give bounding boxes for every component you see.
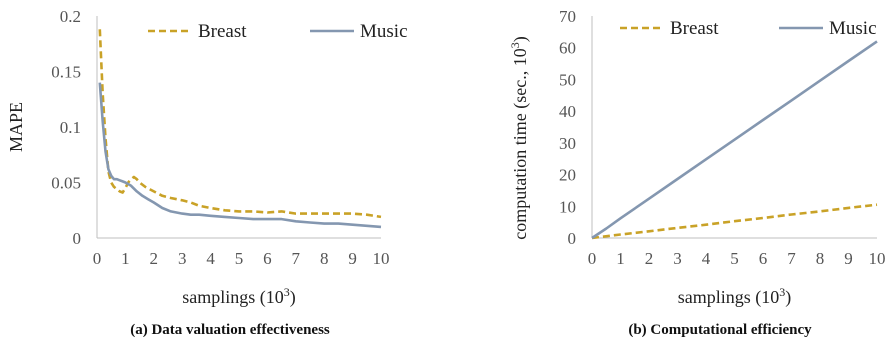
x-tick-label: 9: [348, 249, 357, 268]
x-tick-label: 5: [235, 249, 244, 268]
y-tick-label: 0.2: [60, 7, 81, 26]
x-tick-label: 5: [730, 249, 739, 268]
y-tick-label: 10: [559, 197, 576, 216]
legend-label-breast: Breast: [198, 21, 247, 42]
y-tick-label: 0: [73, 229, 82, 248]
x-tick-label: 7: [292, 249, 301, 268]
caption-left: (a) Data valuation effectiveness: [130, 322, 330, 338]
y-tick-label: 60: [559, 39, 576, 58]
x-tick-label: 0: [588, 249, 597, 268]
y-tick-label: 50: [559, 70, 576, 89]
series-line-music: [98, 82, 382, 229]
x-tick-label: 3: [673, 249, 682, 268]
x-tick-label: 10: [869, 249, 886, 268]
x-tick-label: 9: [844, 249, 853, 268]
series-line-breast: [591, 203, 878, 240]
x-tick-label: 0: [93, 249, 102, 268]
x-axis-label: samplings (103): [678, 285, 792, 308]
x-tick-label: 6: [759, 249, 768, 268]
x-tick-label: 8: [816, 249, 825, 268]
y-tick-label: 0.15: [51, 63, 81, 82]
y-tick-label: 30: [559, 134, 576, 153]
x-axis-label: samplings (103): [182, 285, 296, 308]
caption-right: (b) Computational efficiency: [628, 322, 812, 338]
x-tick-label: 2: [150, 249, 159, 268]
x-tick-label: 8: [320, 249, 329, 268]
legend-label-music: Music: [360, 21, 408, 42]
x-tick-label: 3: [178, 249, 187, 268]
series-line-breast: [98, 29, 382, 219]
y-tick-label: 0.1: [60, 118, 81, 137]
x-tick-label: 7: [787, 249, 796, 268]
x-tick-label: 6: [263, 249, 272, 268]
x-tick-label: 1: [616, 249, 625, 268]
x-tick-label: 2: [645, 249, 654, 268]
y-tick-label: 0: [568, 229, 577, 248]
x-tick-label: 4: [206, 249, 215, 268]
y-tick-label: 20: [559, 166, 576, 185]
legend-label-music: Music: [829, 18, 877, 39]
y-tick-label: 40: [559, 102, 576, 121]
legend-label-breast: Breast: [670, 18, 719, 39]
x-tick-label: 4: [702, 249, 711, 268]
y-axis-label: computation time (sec., 103): [508, 36, 531, 239]
y-tick-label: 0.05: [51, 174, 81, 193]
x-tick-label: 10: [373, 249, 390, 268]
x-tick-label: 1: [121, 249, 130, 268]
y-axis-label: MAPE: [6, 102, 26, 152]
y-tick-label: 70: [559, 7, 576, 26]
series-line-music: [591, 40, 878, 240]
